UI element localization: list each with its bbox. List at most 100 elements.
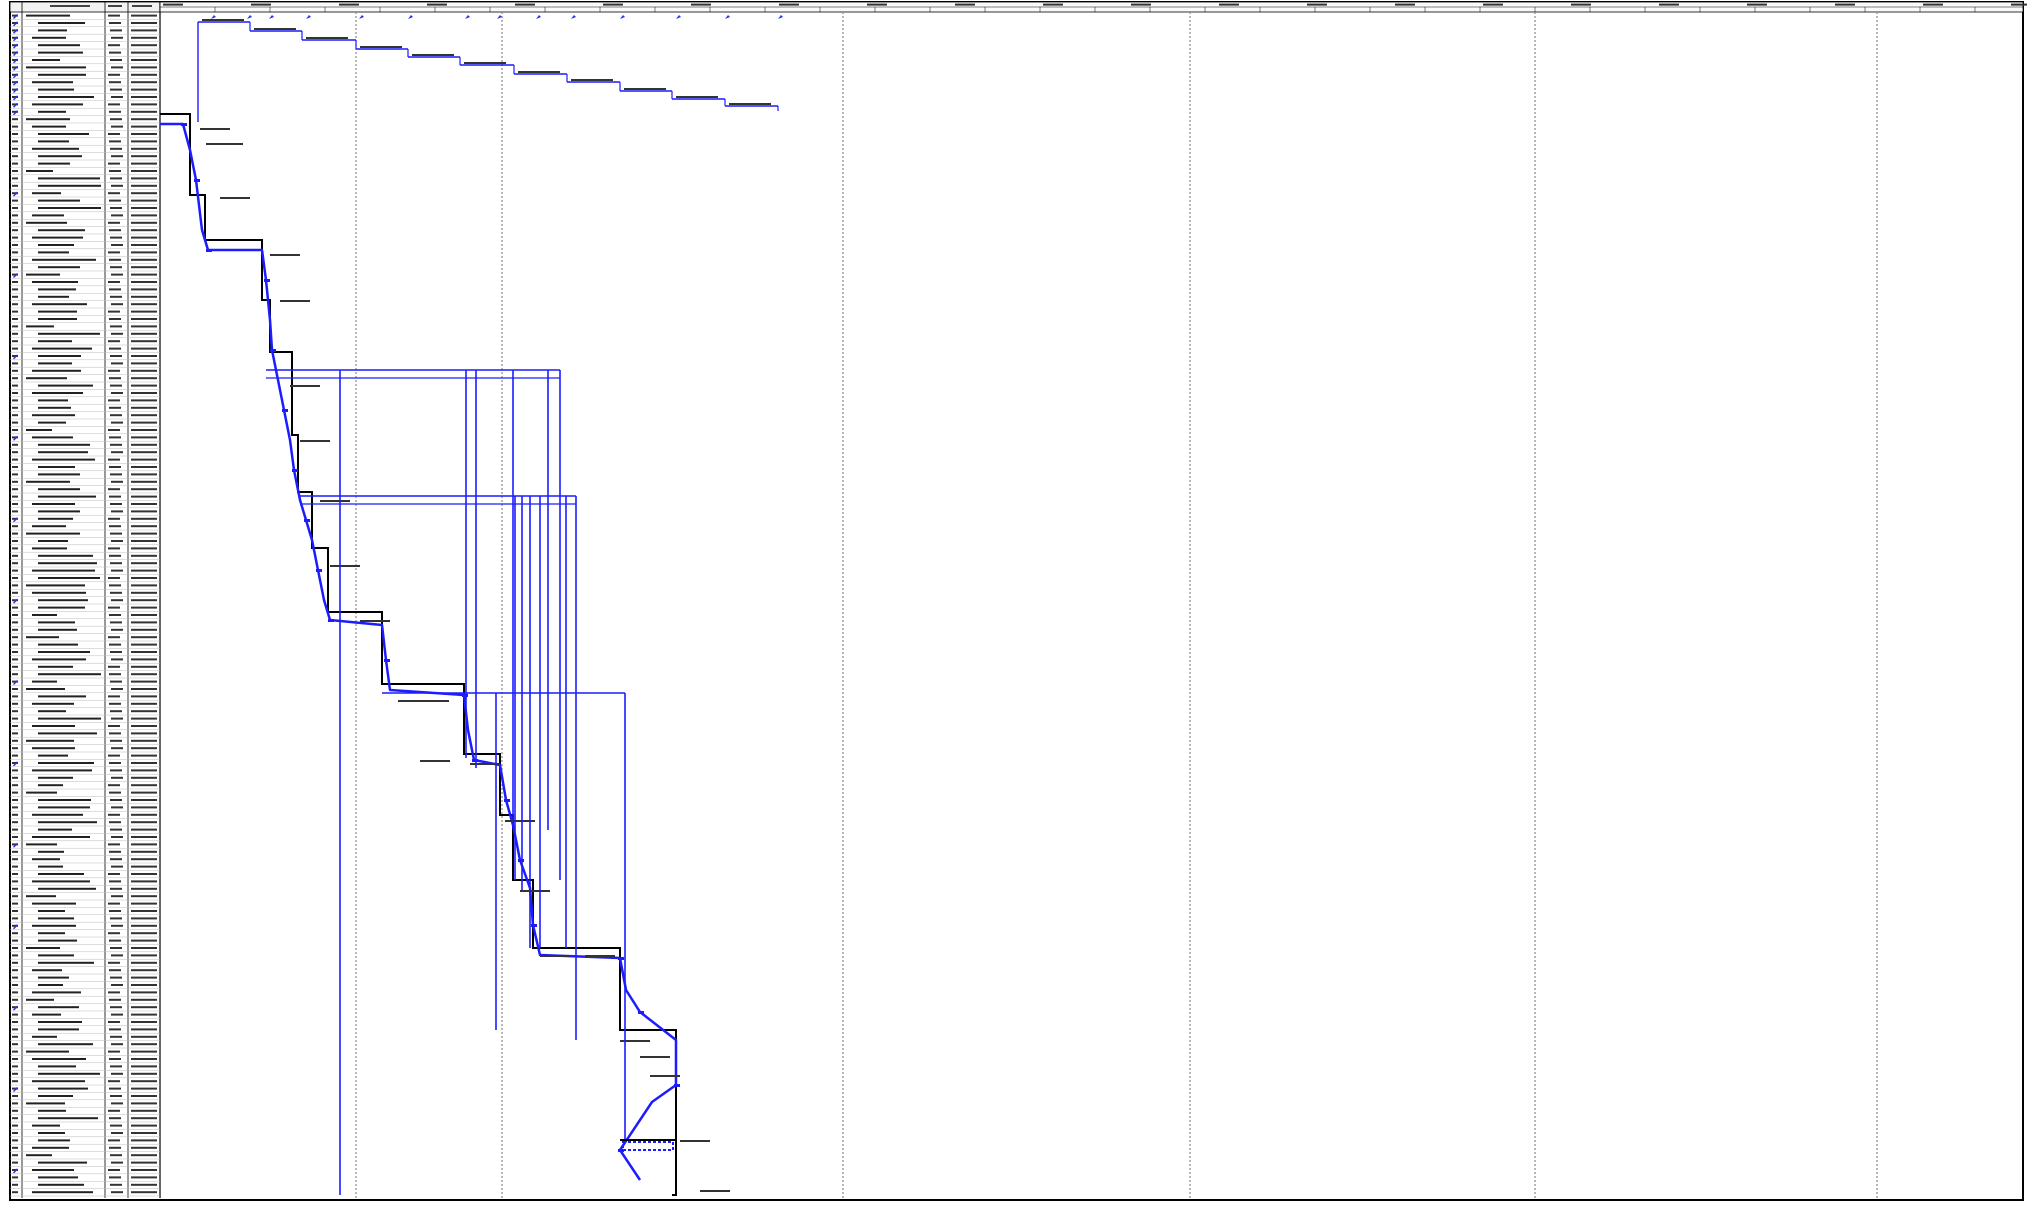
row-start [131,1013,157,1016]
row-id [12,377,18,380]
row-duration [108,310,120,313]
row-id [12,118,18,121]
row-name [38,954,74,957]
row-indicator-icon [13,95,18,101]
row-start [131,532,157,535]
task-bar [518,859,524,862]
row-duration [110,1095,122,1097]
row-duration [108,281,120,283]
row-id [12,873,18,875]
row-name [38,828,72,831]
row-duration [110,443,122,446]
row-duration [111,747,123,750]
row-id [12,140,18,143]
row-duration [110,384,122,387]
row-start [131,843,157,846]
row-name [38,207,101,209]
row-duration [109,466,121,468]
timescale-major-label [603,3,623,6]
row-start [131,961,157,964]
row-id [12,1065,18,1068]
row-id [12,540,18,542]
row-id [12,1095,18,1097]
row-duration [111,66,123,69]
row-id [12,81,18,84]
task-label [540,955,570,957]
row-start [131,1132,157,1134]
row-name [32,1058,86,1060]
row-name [32,725,75,727]
row-start [131,392,157,394]
row-id [12,451,18,454]
row-name [32,458,95,461]
row-duration [110,917,122,920]
timescale-major-label [515,3,535,6]
row-start [131,1124,157,1127]
row-id [12,517,18,520]
row-start [131,776,157,779]
milestone-marker [465,15,470,19]
row-duration [109,821,121,824]
row-duration [108,251,120,254]
header-label [50,5,90,7]
row-indicator-icon [13,88,18,93]
row-name [32,858,60,861]
row-indicator-icon [13,65,18,71]
row-duration [108,103,120,106]
row-start [131,503,157,505]
row-start [131,1117,157,1120]
row-id [12,88,18,91]
row-duration [110,1154,122,1157]
row-start [131,1072,157,1075]
row-start [131,547,157,550]
row-id [12,288,18,291]
row-duration [108,517,120,520]
row-start [131,1043,157,1046]
row-id [12,799,18,801]
row-name [26,1154,52,1157]
row-duration [110,147,122,150]
task-label [520,890,550,892]
row-id [12,665,18,668]
row-id [12,177,18,180]
row-start [131,739,157,742]
row-id [12,399,18,402]
row-duration [111,214,123,217]
row-id [12,281,18,283]
row-duration [110,739,122,742]
row-duration [108,14,120,17]
row-name [38,251,69,254]
row-start [131,947,157,949]
row-name [38,850,64,853]
row-duration [111,362,123,365]
row-name [26,429,52,431]
row-indicator-icon [13,14,18,19]
row-start [131,184,157,187]
timescale-major-label [2011,3,2027,6]
milestone-marker [269,15,274,19]
task-label [470,763,500,765]
row-duration [108,577,120,579]
row-id [12,954,18,957]
task-label [320,500,350,502]
row-start [131,1139,157,1142]
header-label [132,5,152,7]
row-id [12,717,18,720]
row-duration [110,710,122,713]
row-duration [111,125,123,128]
row-name [32,1013,61,1016]
row-name [38,332,100,335]
row-duration [108,961,120,964]
timescale-major-label [1659,3,1679,6]
row-start [131,702,157,705]
row-id [12,828,18,831]
row-name [38,732,97,735]
milestone-label [624,88,666,90]
row-id [12,406,18,409]
row-id [12,495,18,498]
row-start [131,821,157,824]
row-name [32,392,83,394]
task-label [300,440,330,442]
row-name [38,1072,100,1075]
row-duration [109,347,121,350]
